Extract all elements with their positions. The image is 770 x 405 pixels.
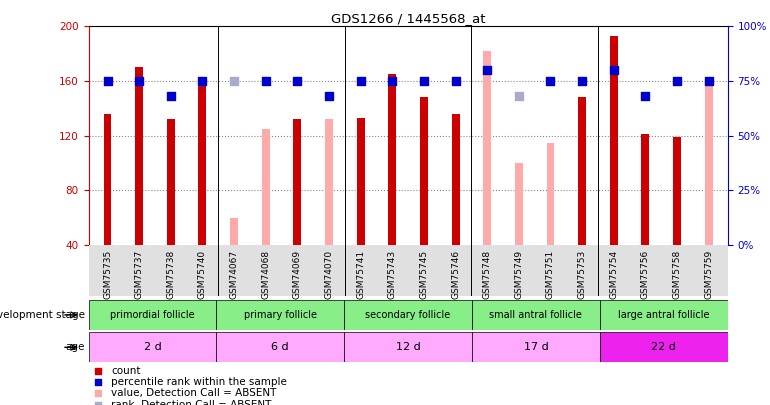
Point: [92, 401, 104, 405]
Text: GSM75738: GSM75738: [166, 250, 176, 299]
Text: GSM74068: GSM74068: [261, 250, 270, 299]
Bar: [472, 332, 600, 362]
Bar: [420, 97, 428, 245]
Bar: [325, 119, 333, 245]
Bar: [578, 97, 586, 245]
Point: [450, 78, 462, 84]
Point: [639, 93, 651, 100]
Point: [133, 78, 146, 84]
Bar: [357, 118, 365, 245]
Text: 2 d: 2 d: [143, 342, 162, 352]
Bar: [262, 129, 270, 245]
Bar: [673, 137, 681, 245]
Bar: [293, 119, 301, 245]
Bar: [216, 300, 344, 330]
Bar: [89, 300, 216, 330]
Text: GSM75737: GSM75737: [135, 250, 144, 299]
Bar: [641, 134, 649, 245]
Text: large antral follicle: large antral follicle: [618, 310, 709, 320]
Point: [418, 78, 430, 84]
Text: GSM75754: GSM75754: [609, 250, 618, 299]
Text: GSM75749: GSM75749: [514, 250, 524, 299]
Text: small antral follicle: small antral follicle: [490, 310, 582, 320]
Text: 12 d: 12 d: [396, 342, 420, 352]
Point: [165, 93, 177, 100]
Text: secondary follicle: secondary follicle: [366, 310, 450, 320]
Point: [102, 78, 114, 84]
Text: percentile rank within the sample: percentile rank within the sample: [111, 377, 286, 387]
Text: GSM75743: GSM75743: [388, 250, 397, 299]
Text: GSM75740: GSM75740: [198, 250, 207, 299]
Text: GSM75758: GSM75758: [672, 250, 681, 299]
Bar: [547, 143, 554, 245]
Bar: [344, 332, 472, 362]
Point: [544, 78, 557, 84]
Text: count: count: [111, 366, 140, 375]
Bar: [484, 51, 491, 245]
Text: GSM74070: GSM74070: [324, 250, 333, 299]
Point: [386, 78, 398, 84]
Bar: [344, 300, 472, 330]
Bar: [600, 332, 728, 362]
Point: [576, 78, 588, 84]
Text: GSM74069: GSM74069: [293, 250, 302, 299]
Bar: [388, 74, 397, 245]
Text: age: age: [65, 342, 85, 352]
Text: GSM75745: GSM75745: [420, 250, 428, 299]
Point: [671, 78, 683, 84]
Text: GSM75759: GSM75759: [705, 250, 713, 299]
Bar: [451, 114, 460, 245]
Point: [259, 78, 272, 84]
Text: 22 d: 22 d: [651, 342, 676, 352]
Point: [291, 78, 303, 84]
Text: 6 d: 6 d: [272, 342, 289, 352]
Text: primordial follicle: primordial follicle: [110, 310, 195, 320]
Bar: [167, 119, 175, 245]
Bar: [216, 332, 344, 362]
Bar: [515, 163, 523, 245]
Point: [92, 390, 104, 396]
Text: GSM74067: GSM74067: [229, 250, 239, 299]
Text: GSM75741: GSM75741: [357, 250, 365, 299]
Point: [92, 379, 104, 385]
Text: value, Detection Call = ABSENT: value, Detection Call = ABSENT: [111, 388, 276, 398]
Point: [608, 67, 620, 73]
Bar: [705, 80, 712, 245]
Bar: [600, 300, 728, 330]
Text: GSM75748: GSM75748: [483, 250, 492, 299]
Point: [196, 78, 209, 84]
Text: GSM75753: GSM75753: [578, 250, 587, 299]
Text: GSM75756: GSM75756: [641, 250, 650, 299]
Text: rank, Detection Call = ABSENT: rank, Detection Call = ABSENT: [111, 400, 271, 405]
Bar: [104, 114, 112, 245]
Bar: [89, 332, 216, 362]
Text: 17 d: 17 d: [524, 342, 548, 352]
Bar: [136, 67, 143, 245]
Point: [323, 93, 335, 100]
Point: [513, 93, 525, 100]
Text: GSM75735: GSM75735: [103, 250, 112, 299]
Point: [354, 78, 367, 84]
Text: development stage: development stage: [0, 310, 85, 320]
Title: GDS1266 / 1445568_at: GDS1266 / 1445568_at: [331, 12, 485, 25]
Point: [481, 67, 494, 73]
Point: [702, 78, 715, 84]
Text: GSM75746: GSM75746: [451, 250, 460, 299]
Text: primary follicle: primary follicle: [244, 310, 316, 320]
Bar: [230, 218, 238, 245]
Point: [228, 78, 240, 84]
Text: GSM75751: GSM75751: [546, 250, 555, 299]
Bar: [610, 36, 618, 245]
Bar: [199, 84, 206, 245]
Bar: [472, 300, 600, 330]
Point: [92, 367, 104, 374]
